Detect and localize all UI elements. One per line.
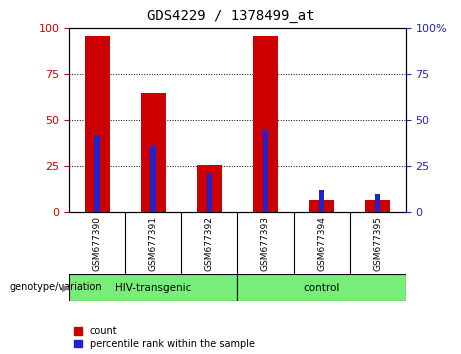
- Bar: [253, 36, 278, 212]
- Text: ▶: ▶: [62, 282, 70, 292]
- Text: HIV-transgenic: HIV-transgenic: [115, 282, 191, 293]
- Text: GSM677394: GSM677394: [317, 216, 326, 271]
- Text: GSM677392: GSM677392: [205, 216, 214, 271]
- Text: GSM677390: GSM677390: [93, 216, 102, 271]
- Text: GDS4229 / 1378499_at: GDS4229 / 1378499_at: [147, 9, 314, 23]
- Bar: [84, 36, 110, 212]
- Bar: [375, 194, 380, 212]
- Bar: [365, 200, 390, 212]
- Legend: count, percentile rank within the sample: count, percentile rank within the sample: [74, 326, 254, 349]
- Text: control: control: [303, 282, 340, 293]
- Text: genotype/variation: genotype/variation: [9, 282, 102, 292]
- Bar: [197, 165, 222, 212]
- Bar: [263, 130, 268, 212]
- Text: GSM677395: GSM677395: [373, 216, 382, 271]
- Text: GSM677393: GSM677393: [261, 216, 270, 271]
- Bar: [207, 174, 212, 212]
- Bar: [69, 274, 237, 301]
- Bar: [141, 93, 166, 212]
- Bar: [319, 190, 325, 212]
- Bar: [95, 135, 100, 212]
- Bar: [150, 146, 156, 212]
- Text: GSM677391: GSM677391: [149, 216, 158, 271]
- Bar: [309, 200, 334, 212]
- Bar: [237, 274, 406, 301]
